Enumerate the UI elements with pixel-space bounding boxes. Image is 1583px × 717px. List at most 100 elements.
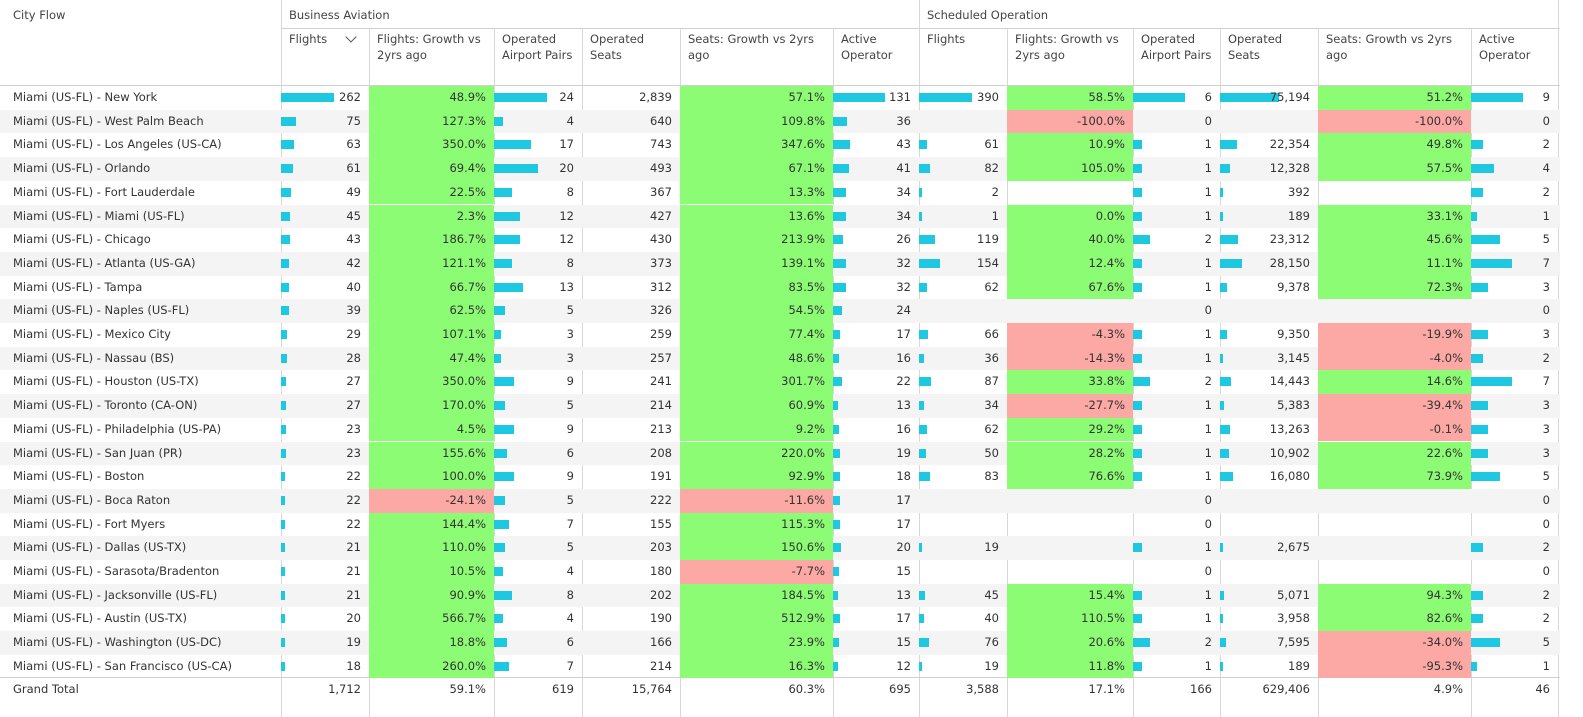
table-cell[interactable]: 40	[984, 611, 999, 626]
table-cell[interactable]	[919, 489, 1007, 512]
city-flow-label[interactable]: Miami (US-FL) - Philadelphia (US-PA)	[13, 421, 222, 436]
table-cell[interactable]: 29	[346, 327, 361, 341]
table-cell[interactable]: 94.3%	[1426, 587, 1463, 602]
table-cell[interactable]: 2,839	[639, 90, 672, 104]
table-cell[interactable]: 105.0%	[1081, 161, 1125, 176]
table-cell[interactable]: 63	[346, 137, 361, 152]
table-cell[interactable]: 110.5%	[1081, 611, 1125, 626]
table-cell[interactable]: 28.2%	[1088, 445, 1125, 460]
table-cell[interactable]: 73.9%	[1426, 469, 1463, 484]
city-flow-label[interactable]: Miami (US-FL) - Fort Lauderdale	[13, 184, 195, 199]
table-cell[interactable]: 0	[1542, 113, 1550, 128]
table-cell[interactable]: 241	[650, 374, 672, 389]
table-cell[interactable]: 43	[346, 232, 361, 247]
city-flow-label[interactable]: Miami (US-FL) - San Francisco (US-CA)	[13, 658, 232, 673]
city-flow-label[interactable]: Miami (US-FL) - Sarasota/Bradenton	[13, 564, 220, 578]
table-cell[interactable]: 220.0%	[781, 445, 825, 460]
table-cell[interactable]: 9	[566, 469, 574, 484]
table-cell[interactable]: 22	[896, 374, 911, 389]
table-cell[interactable]: 36	[896, 113, 911, 128]
table-cell[interactable]: 119	[977, 232, 999, 247]
table-cell[interactable]: 186.7%	[442, 232, 486, 247]
table-cell[interactable]: 1	[1204, 161, 1212, 176]
table-cell[interactable]: 301.7%	[781, 374, 825, 389]
table-cell[interactable]	[919, 513, 1007, 536]
table-cell[interactable]: 3	[1542, 327, 1550, 341]
table-cell[interactable]: 33.8%	[1088, 374, 1125, 389]
table-cell[interactable]: 45.6%	[1426, 232, 1463, 247]
table-cell[interactable]: 28,150	[1269, 255, 1310, 270]
table-cell[interactable]: 5	[566, 303, 574, 318]
table-cell[interactable]: -4.0%	[1429, 350, 1463, 365]
table-cell[interactable]: 23.9%	[788, 635, 825, 650]
table-cell[interactable]: 214	[650, 658, 672, 673]
table-cell[interactable]: 3,145	[1277, 350, 1310, 365]
table-cell[interactable]: 12	[896, 658, 911, 673]
table-cell[interactable]: 92.9%	[788, 469, 825, 484]
table-cell[interactable]: 42	[346, 255, 361, 270]
table-cell[interactable]: 57.1%	[788, 90, 825, 104]
table-cell[interactable]	[1220, 110, 1318, 133]
table-cell[interactable]: 1	[1204, 445, 1212, 460]
table-cell[interactable]: 127.3%	[442, 113, 486, 128]
table-cell[interactable]: 40	[346, 279, 361, 294]
table-cell[interactable]: 17	[559, 137, 574, 152]
table-cell[interactable]: 21	[346, 587, 361, 602]
table-cell[interactable]: 262	[339, 90, 361, 104]
table-cell[interactable]: 33.1%	[1426, 208, 1463, 223]
table-cell[interactable]: 7	[566, 658, 574, 673]
city-flow-label[interactable]: Miami (US-FL) - Dallas (US-TX)	[13, 540, 187, 555]
table-cell[interactable]: 390	[977, 90, 999, 104]
table-cell[interactable]: 1	[1204, 184, 1212, 199]
table-cell[interactable]: 0	[1542, 516, 1550, 531]
table-cell[interactable]: 1	[1204, 137, 1212, 152]
city-flow-label[interactable]: Miami (US-FL) - Los Angeles (US-CA)	[13, 137, 222, 152]
table-cell[interactable]: 18.8%	[449, 635, 486, 650]
column-header[interactable]: Flights: Growth vs 2yrs ago	[1015, 32, 1119, 62]
city-flow-label[interactable]: Miami (US-FL) - Jacksonville (US-FL)	[13, 587, 218, 602]
table-cell[interactable]: 41	[896, 161, 911, 176]
table-cell[interactable]: 139.1%	[781, 255, 825, 270]
city-flow-label[interactable]: Miami (US-FL) - Fort Myers	[13, 516, 166, 531]
table-cell[interactable]: 83.5%	[788, 279, 825, 294]
table-cell[interactable]: 0	[1204, 564, 1212, 578]
table-cell[interactable]: 20.6%	[1088, 635, 1125, 650]
table-cell[interactable]: -7.7%	[791, 564, 825, 578]
table-cell[interactable]: 22,354	[1269, 137, 1310, 152]
table-cell[interactable]: 350.0%	[442, 374, 486, 389]
table-cell[interactable]: 13	[896, 587, 911, 602]
table-cell[interactable]: 493	[650, 161, 672, 176]
table-cell[interactable]: 0	[1542, 492, 1550, 507]
table-cell[interactable]: 20	[346, 611, 361, 626]
table-cell[interactable]: 1	[1204, 469, 1212, 484]
table-cell[interactable]: -24.1%	[445, 492, 486, 507]
table-cell[interactable]: 32	[896, 255, 911, 270]
table-cell[interactable]	[1220, 560, 1318, 583]
table-cell[interactable]: 22	[346, 492, 361, 507]
table-cell[interactable]: 10.9%	[1088, 137, 1125, 152]
table-cell[interactable]: 1	[1204, 540, 1212, 555]
table-cell[interactable]: -14.3%	[1084, 350, 1125, 365]
table-cell[interactable]: 373	[650, 255, 672, 270]
city-flow-label[interactable]: Miami (US-FL) - Chicago	[13, 232, 151, 247]
table-cell[interactable]: 512.9%	[781, 611, 825, 626]
table-cell[interactable]: 17	[896, 611, 911, 626]
table-cell[interactable]: 24	[559, 90, 574, 104]
table-cell[interactable]: 29.2%	[1088, 421, 1125, 436]
city-flow-label[interactable]: Miami (US-FL) - Nassau (BS)	[13, 350, 175, 365]
city-flow-label[interactable]: Miami (US-FL) - Austin (US-TX)	[13, 611, 188, 626]
table-cell[interactable]: 208	[650, 445, 672, 460]
column-header[interactable]: Operated Seats	[590, 32, 645, 62]
table-cell[interactable]: 640	[650, 113, 672, 128]
table-cell[interactable]: 49	[346, 184, 361, 199]
table-cell[interactable]: 170.0%	[442, 398, 486, 413]
table-cell[interactable]: 3	[566, 327, 574, 341]
table-cell[interactable]: 62	[984, 279, 999, 294]
table-cell[interactable]: 15.4%	[1088, 587, 1125, 602]
table-cell[interactable]: 131	[889, 90, 911, 104]
column-header[interactable]: Operated Airport Pairs	[502, 32, 573, 62]
table-cell[interactable]: 5	[1542, 635, 1550, 650]
table-cell[interactable]: 2	[991, 184, 999, 199]
table-cell[interactable]: 82.6%	[1426, 611, 1463, 626]
table-cell[interactable]: 260.0%	[442, 658, 486, 673]
